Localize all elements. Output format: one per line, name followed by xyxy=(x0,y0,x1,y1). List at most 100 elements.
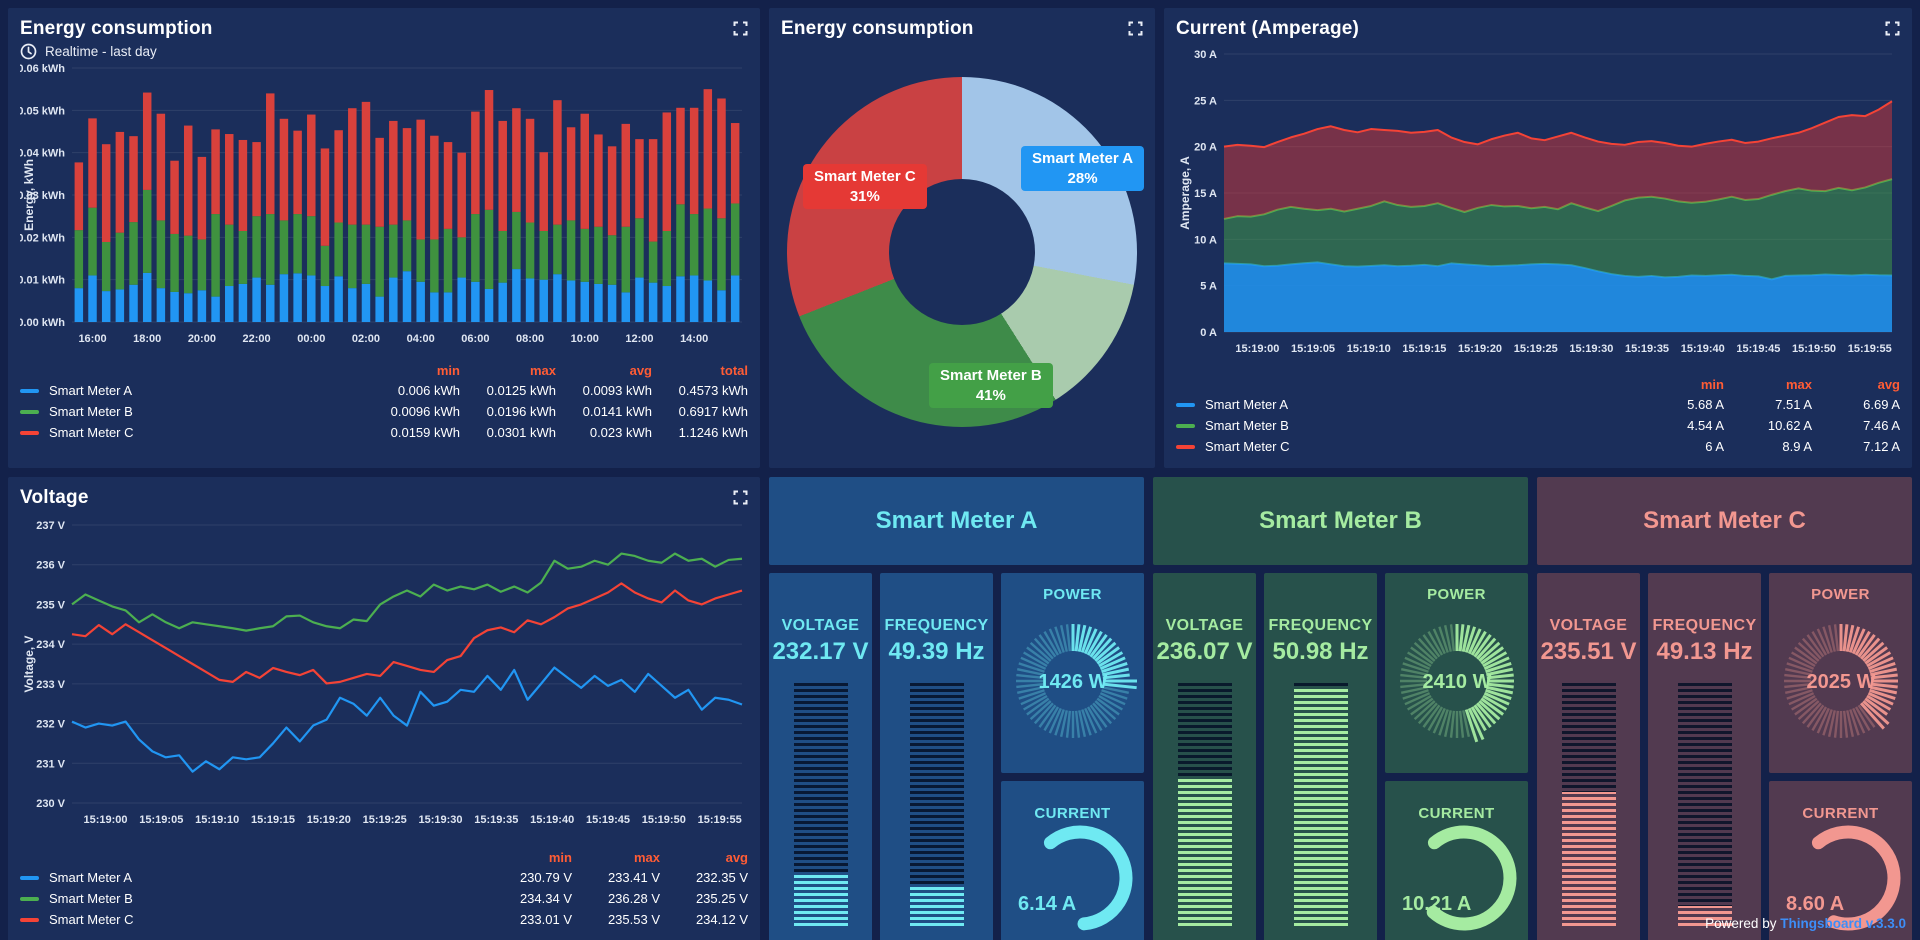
legend-swatch xyxy=(20,896,39,901)
legend-header: max xyxy=(633,849,660,865)
line-chart[interactable]: 230 V 231 V 232 V 233 V 234 V 235 V 236 V 237 V… xyxy=(20,509,748,843)
timewindow[interactable]: Realtime - last day xyxy=(20,43,748,60)
bar-chart[interactable]: 0.00 kWh 0.01 kWh 0.02 kWh 0.03 kWh 0.04 kWh… xyxy=(20,60,748,356)
legend-item[interactable]: Smart Meter A xyxy=(1176,397,1636,412)
svg-text:230 V: 230 V xyxy=(36,798,65,810)
svg-text:8.60 A: 8.60 A xyxy=(1786,893,1844,915)
current-gauge[interactable]: CURRENT 6.14 A xyxy=(1001,781,1144,940)
voltage-gauge[interactable]: VOLTAGE 235.51 V xyxy=(1537,573,1640,940)
legend-label: Smart Meter C xyxy=(49,425,134,440)
legend-header: total xyxy=(720,362,748,378)
legend-value: 6.69 A xyxy=(1863,397,1900,412)
slice-label-smart-meter-b: Smart Meter B 41% xyxy=(929,363,1053,408)
legend-header: max xyxy=(529,362,556,378)
legend-value: 4.54 A xyxy=(1687,418,1724,433)
legend-value: 6 A xyxy=(1705,439,1724,454)
current-gauge[interactable]: CURRENT 10.21 A xyxy=(1385,781,1528,940)
voltage-panel: Voltage 230 V 231 V 232 V 233 V 234 V 235 V 23… xyxy=(8,477,760,940)
smart-meter-cards: Smart Meter A VOLTAGE 232.17 V FREQUENCY… xyxy=(769,477,1912,940)
fullscreen-icon[interactable] xyxy=(1885,21,1900,36)
legend-item[interactable]: Smart Meter C xyxy=(20,912,484,927)
legend-item[interactable]: Smart Meter A xyxy=(20,383,364,398)
meter-title: Smart Meter A xyxy=(769,477,1144,565)
legend-header: min xyxy=(548,849,572,865)
svg-text:15:19:40: 15:19:40 xyxy=(1681,343,1725,355)
clock-icon xyxy=(20,43,37,60)
svg-text:06:00: 06:00 xyxy=(461,333,489,345)
smart-meter-b-card: Smart Meter B VOLTAGE 236.07 V FREQUENCY… xyxy=(1153,477,1528,940)
legend-item[interactable]: Smart Meter A xyxy=(20,870,484,885)
legend-label: Smart Meter A xyxy=(1205,397,1289,412)
legend-item[interactable]: Smart Meter C xyxy=(20,425,364,440)
legend-label: Smart Meter C xyxy=(1205,439,1290,454)
donut-chart[interactable]: Smart Meter A 28% Smart Meter B 41% Smar… xyxy=(769,8,1155,468)
svg-text:15:19:25: 15:19:25 xyxy=(363,814,407,826)
legend-item[interactable]: Smart Meter B xyxy=(20,404,364,419)
legend-header-row: min max avg total xyxy=(20,360,748,380)
svg-text:16:00: 16:00 xyxy=(78,333,106,345)
power-gauge[interactable]: POWER 2410 W xyxy=(1385,573,1528,773)
legend-swatch xyxy=(1176,444,1195,449)
frequency-gauge[interactable]: FREQUENCY 49.13 Hz xyxy=(1648,573,1761,940)
legend-value: 0.0141 kWh xyxy=(582,404,652,419)
thingsboard-version-link[interactable]: Thingsboard v.3.3.0 xyxy=(1780,916,1906,931)
legend-value: 8.9 A xyxy=(1782,439,1812,454)
frequency-level-bar xyxy=(1677,682,1732,926)
voltage-gauge[interactable]: VOLTAGE 236.07 V xyxy=(1153,573,1256,940)
legend-item[interactable]: Smart Meter C xyxy=(1176,439,1636,454)
timewindow-label: Realtime - last day xyxy=(45,44,157,59)
svg-text:20 A: 20 A xyxy=(1194,142,1217,154)
voltage-gauge[interactable]: VOLTAGE 232.17 V xyxy=(769,573,872,940)
svg-text:15:19:20: 15:19:20 xyxy=(1458,343,1502,355)
svg-text:02:00: 02:00 xyxy=(352,333,380,345)
svg-text:12:00: 12:00 xyxy=(625,333,653,345)
svg-text:15:19:55: 15:19:55 xyxy=(698,814,742,826)
meter-title: Smart Meter C xyxy=(1537,477,1912,565)
svg-text:15:19:45: 15:19:45 xyxy=(1736,343,1780,355)
current-gauge[interactable]: CURRENT 8.60 A xyxy=(1769,781,1912,940)
energy-consumption-pie-panel: Energy consumption Smart Meter A 28% Sma… xyxy=(769,8,1155,468)
legend-item[interactable]: Smart Meter B xyxy=(1176,418,1636,433)
legend-value: 0.4573 kWh xyxy=(678,383,748,398)
svg-text:15:19:30: 15:19:30 xyxy=(1569,343,1613,355)
energy-consumption-bar-panel: Energy consumption Realtime - last day 0… xyxy=(8,8,760,468)
legend-value: 236.28 V xyxy=(607,891,660,906)
svg-text:237 V: 237 V xyxy=(36,520,65,532)
legend-item[interactable]: Smart Meter B xyxy=(20,891,484,906)
current-arc-gauge: 10.21 A xyxy=(1402,825,1516,931)
svg-text:2410 W: 2410 W xyxy=(1422,671,1491,693)
power-gauge[interactable]: POWER 2025 W xyxy=(1769,573,1912,773)
svg-text:08:00: 08:00 xyxy=(516,333,544,345)
legend-label: Smart Meter A xyxy=(49,870,133,885)
svg-text:0.06 kWh: 0.06 kWh xyxy=(20,63,65,75)
legend-label: Smart Meter C xyxy=(49,912,134,927)
power-gauge[interactable]: POWER 1426 W xyxy=(1001,573,1144,773)
frequency-level-bar xyxy=(909,682,964,926)
svg-text:00:00: 00:00 xyxy=(297,333,325,345)
fullscreen-icon[interactable] xyxy=(733,490,748,505)
frequency-gauge[interactable]: FREQUENCY 49.39 Hz xyxy=(880,573,993,940)
svg-text:10.21 A: 10.21 A xyxy=(1402,893,1471,915)
legend-header: min xyxy=(1700,376,1724,392)
svg-text:15:19:10: 15:19:10 xyxy=(195,814,239,826)
svg-text:15:19:40: 15:19:40 xyxy=(530,814,574,826)
svg-text:1426 W: 1426 W xyxy=(1038,671,1107,693)
legend-row: Smart Meter C 233.01 V 235.53 V 234.12 V xyxy=(20,909,748,930)
fullscreen-icon[interactable] xyxy=(733,21,748,36)
area-chart[interactable]: 0 A 5 A 10 A 15 A 20 A 25 A 30 A Amperage, A 15:… xyxy=(1176,40,1900,370)
svg-text:15:19:15: 15:19:15 xyxy=(251,814,295,826)
svg-text:0.00 kWh: 0.00 kWh xyxy=(20,317,65,329)
smart-meter-c-card: Smart Meter C VOLTAGE 235.51 V FREQUENCY… xyxy=(1537,477,1912,940)
legend-swatch xyxy=(20,875,39,880)
svg-text:Energy, kWh: Energy, kWh xyxy=(22,159,36,231)
svg-text:0.03 kWh: 0.03 kWh xyxy=(20,190,65,202)
fullscreen-icon[interactable] xyxy=(1128,21,1143,36)
panel-title: Energy consumption xyxy=(20,18,213,39)
svg-text:20:00: 20:00 xyxy=(188,333,216,345)
legend-swatch xyxy=(20,388,39,393)
legend-value: 0.0196 kWh xyxy=(486,404,556,419)
svg-text:25 A: 25 A xyxy=(1194,95,1217,107)
current-amperage-panel: Current (Amperage) 0 A 5 A 10 A 15 A 20 A 25 … xyxy=(1164,8,1912,468)
frequency-gauge[interactable]: FREQUENCY 50.98 Hz xyxy=(1264,573,1377,940)
svg-text:15:19:10: 15:19:10 xyxy=(1347,343,1391,355)
